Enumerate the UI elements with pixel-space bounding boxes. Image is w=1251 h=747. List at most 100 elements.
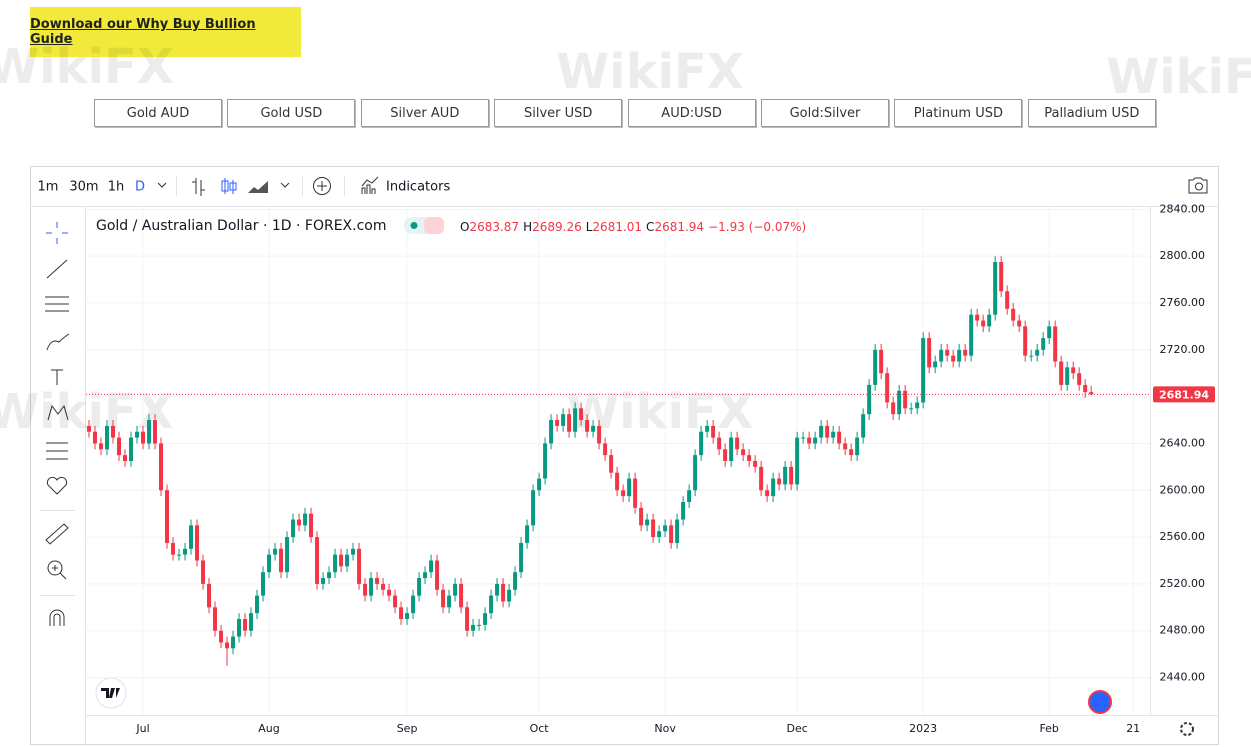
measure-tool[interactable] [45,523,69,545]
candle-body [627,478,632,497]
candle-body [585,420,590,432]
candle-body [1053,326,1058,362]
guide-link[interactable]: Download our Why Buy Bullion Guide [30,7,301,57]
candle-body [189,525,194,549]
area-icon[interactable] [248,181,268,193]
instrument-tab[interactable]: Silver AUD [360,99,489,127]
candle-body [309,513,314,538]
candle-body [1017,320,1022,327]
candle-body [537,478,542,491]
zoom-tool[interactable] [47,560,63,576]
candle-body [591,425,596,432]
candle-body [903,390,908,409]
candle-body [759,466,764,491]
snapshot-icon[interactable] [1188,177,1208,194]
interval-button[interactable]: 1h [108,180,125,195]
candle-body [735,437,740,450]
projection-tool[interactable] [46,442,68,460]
x-tick-label: Sep [397,722,418,735]
candle-body [843,443,848,450]
y-tick-label: 2680.00 [1160,390,1206,403]
candle-body [417,578,422,596]
candle-body [483,613,488,625]
interval-button[interactable]: 1m [38,180,59,195]
candle-body [135,431,140,438]
candle-body [717,437,722,450]
x-tick-label: Aug [258,722,279,735]
candle-body [273,548,278,555]
ohlc-key: H [523,220,532,234]
indicators-icon[interactable] [361,176,379,194]
style-dropdown[interactable] [280,182,290,188]
y-tick-label: 2840.00 [1160,202,1206,215]
instrument-tab[interactable]: Palladium USD [1027,99,1156,127]
candle-body [237,619,242,637]
candle-body [747,455,752,461]
settings-icon[interactable] [1180,722,1194,736]
tv-logo-bg [95,677,127,709]
candle-body [987,314,992,327]
candle-body [813,437,818,444]
y-tick-label: 2480.00 [1160,624,1206,637]
brush-tool[interactable] [46,333,70,351]
candle-body [687,490,692,502]
candle-body [573,408,578,432]
candle-body [723,449,728,461]
y-tick-label: 2760.00 [1160,296,1206,309]
instrument-tab[interactable]: Gold AUD [94,99,222,127]
x-tick-label: Feb [1039,722,1058,735]
candle-body [327,572,332,579]
candle-body [549,420,554,444]
candle-body [555,420,560,426]
y-tick-label: 2720.00 [1160,343,1206,356]
candle-body [519,542,524,573]
candle-body [1089,392,1094,395]
instrument-tab[interactable]: AUD:USD [627,99,756,127]
candle-body [321,578,326,584]
x-tick-label: Nov [654,722,676,735]
candle-body [969,314,974,356]
y-tick-label: 2520.00 [1160,577,1206,590]
candle-body [393,595,398,608]
candle-body [195,525,200,561]
pattern-tool[interactable] [47,404,69,421]
icon-tool[interactable] [46,476,68,495]
candle-body [1011,308,1016,321]
candle-body [441,589,446,608]
candle-body [363,583,368,596]
candle-body [525,525,530,543]
tv-logo[interactable] [101,688,120,698]
interval-dropdown[interactable] [157,182,167,188]
candle-body [99,443,104,450]
candle-body [777,478,782,485]
candle-body [93,431,98,444]
instrument-tab[interactable]: Gold USD [227,99,356,127]
instrument-tab[interactable]: Platinum USD [894,99,1023,127]
candle-body [861,414,866,438]
candle-body [867,384,872,415]
instrument-tab[interactable]: Silver USD [494,99,623,127]
candle-body [255,595,260,614]
bars-icon[interactable] [192,178,205,196]
trendline-tool[interactable] [46,259,68,279]
candle-body [933,361,938,368]
watermark: WikiFX [1106,49,1251,105]
candles-icon[interactable] [221,178,237,194]
candle-body [111,425,116,438]
interval-button[interactable]: 30m [69,180,98,195]
candle-body [459,583,464,608]
widget-frame [30,166,1219,745]
instrument-tab[interactable]: Gold:Silver [761,99,889,127]
ohlc-legend: O2683.87 H2689.26 L2681.01 C2681.94 −1.93 (−… [460,220,806,234]
indicators-button[interactable]: Indicators [386,180,450,195]
candle-body [993,262,998,315]
magnet-tool[interactable] [49,609,65,626]
crosshair-tool[interactable] [46,222,68,244]
candle-body [231,636,236,649]
status-pill [404,217,444,234]
interval-button[interactable]: D [135,180,145,195]
fib-tool[interactable] [45,296,69,312]
compare-icon[interactable] [313,177,331,195]
candle-body [819,425,824,438]
text-tool[interactable] [51,369,63,385]
